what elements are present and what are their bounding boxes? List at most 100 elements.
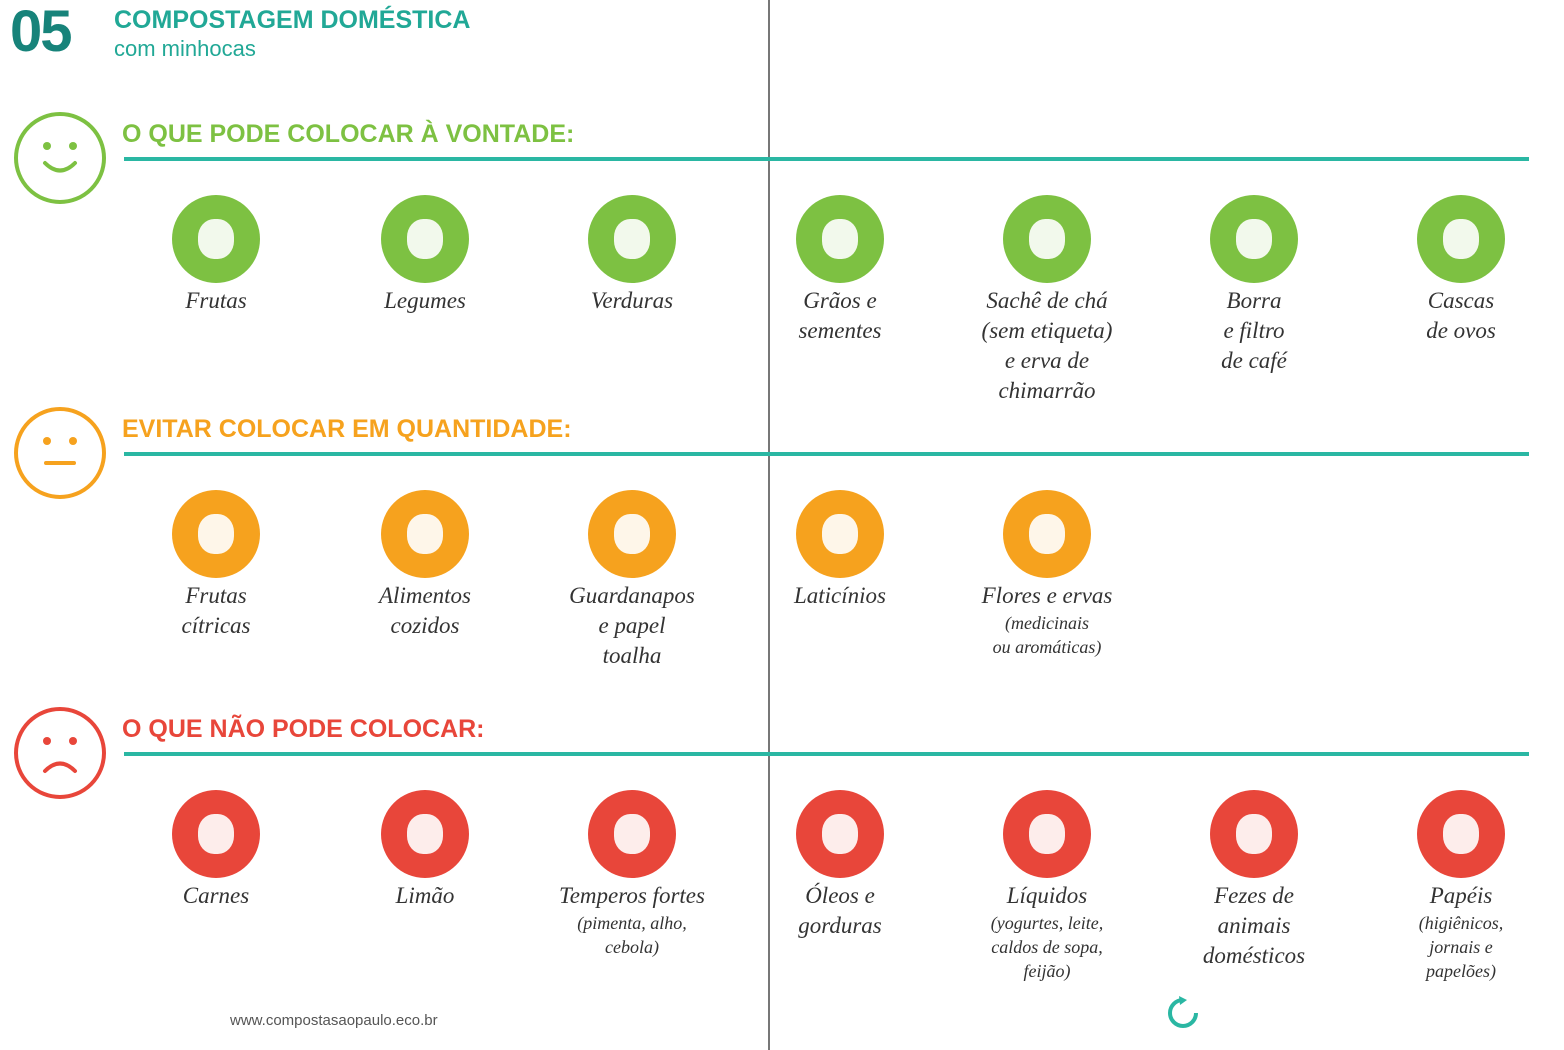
section-heading: O QUE PODE COLOCAR À VONTADE: xyxy=(122,120,575,148)
label-note: feijão) xyxy=(1023,961,1071,981)
icon-glyph xyxy=(198,514,234,554)
label-line: e filtro xyxy=(1223,318,1285,343)
icon-glyph xyxy=(1443,219,1479,259)
item-icon xyxy=(1210,195,1298,283)
label-line: Grãos e xyxy=(803,288,877,313)
item-label: Sachê de chá (sem etiqueta) e erva de chima… xyxy=(937,286,1157,406)
item-label: Alimentos cozidos xyxy=(315,581,535,641)
item-icon xyxy=(588,790,676,878)
item-icon xyxy=(381,195,469,283)
label-line: Temperos fortes xyxy=(559,883,705,908)
label-line: Borra xyxy=(1226,288,1282,313)
item-icon xyxy=(796,790,884,878)
label-line: toalha xyxy=(602,643,662,668)
label-line: Limão xyxy=(395,883,455,908)
label-line: Papéis xyxy=(1429,883,1493,908)
item-icon xyxy=(1210,790,1298,878)
subtitle: com minhocas xyxy=(114,36,256,61)
item-icon xyxy=(172,195,260,283)
label-line: Sachê de chá xyxy=(986,288,1108,313)
label-note: ou aromáticas) xyxy=(992,637,1102,657)
item-label: Legumes xyxy=(315,286,535,316)
label-line: gorduras xyxy=(798,913,882,938)
icon-glyph xyxy=(822,814,858,854)
item-icon xyxy=(381,790,469,878)
item-icon xyxy=(1417,195,1505,283)
label-line: Líquidos xyxy=(1006,883,1088,908)
label-note: (yogurtes, leite, xyxy=(990,913,1104,933)
item-label: Frutas xyxy=(106,286,326,316)
label-line: de ovos xyxy=(1426,318,1496,343)
item-label: Fezes de animais domésticos xyxy=(1144,881,1364,971)
section-rule xyxy=(124,752,1529,756)
item-label: Verduras xyxy=(522,286,742,316)
item-icon xyxy=(1003,790,1091,878)
section-heading: O QUE NÃO PODE COLOCAR: xyxy=(122,715,485,743)
face-icon xyxy=(14,707,106,799)
item-icon xyxy=(588,490,676,578)
label-note: (higiênicos, xyxy=(1418,913,1504,933)
label-line: Verduras xyxy=(590,288,674,313)
item-label: Líquidos (yogurtes, leite, caldos de sopa,… xyxy=(937,881,1157,983)
label-line: sementes xyxy=(798,318,882,343)
item-label: Flores e ervas (medicinais ou aromáticas) xyxy=(937,581,1157,659)
label-line: cozidos xyxy=(390,613,460,638)
label-line: Laticínios xyxy=(793,583,886,608)
icon-glyph xyxy=(1029,514,1065,554)
icon-glyph xyxy=(1443,814,1479,854)
item-label: Óleos e gorduras xyxy=(730,881,950,941)
label-note: cebola) xyxy=(605,937,659,957)
item-icon xyxy=(1003,490,1091,578)
icon-glyph xyxy=(198,814,234,854)
icon-glyph xyxy=(407,514,443,554)
label-line: Fezes de xyxy=(1214,883,1294,908)
label-line: Guardanapos xyxy=(569,583,695,608)
section-rule xyxy=(124,157,1529,161)
face-icon xyxy=(14,112,106,204)
item-label: Temperos fortes (pimenta, alho, cebola) xyxy=(522,881,742,959)
label-line: e erva de xyxy=(1004,348,1090,373)
label-note: caldos de sopa, xyxy=(991,937,1103,957)
label-note: (pimenta, alho, xyxy=(577,913,687,933)
label-line: chimarrão xyxy=(998,378,1096,403)
item-icon xyxy=(172,490,260,578)
label-note: jornais e xyxy=(1429,937,1493,957)
label-note: papelões) xyxy=(1426,961,1496,981)
item-label: Guardanapos e papel toalha xyxy=(522,581,742,671)
icon-glyph xyxy=(614,514,650,554)
face-icon xyxy=(14,407,106,499)
icon-glyph xyxy=(198,219,234,259)
item-label: Limão xyxy=(315,881,535,911)
item-label: Borra e filtro de café xyxy=(1144,286,1364,376)
label-line: Frutas xyxy=(185,288,247,313)
item-icon xyxy=(796,490,884,578)
item-icon xyxy=(796,195,884,283)
label-line: domésticos xyxy=(1202,943,1306,968)
item-label: Papéis (higiênicos, jornais e papelões) xyxy=(1351,881,1564,983)
logo-icon xyxy=(1168,996,1198,1028)
section-rule xyxy=(124,452,1529,456)
label-line: Flores e ervas xyxy=(981,583,1113,608)
icon-glyph xyxy=(1236,814,1272,854)
label-line: Óleos e xyxy=(805,883,875,908)
label-line: (sem etiqueta) xyxy=(981,318,1113,343)
label-line: Carnes xyxy=(182,883,250,908)
label-note: (medicinais xyxy=(1005,613,1089,633)
label-line: Alimentos xyxy=(379,583,471,608)
section-number: 05 xyxy=(10,0,72,64)
title: COMPOSTAGEM DOMÉSTICA xyxy=(114,6,471,34)
icon-glyph xyxy=(822,514,858,554)
item-icon xyxy=(172,790,260,878)
icon-glyph xyxy=(407,814,443,854)
footer-url: www.compostasaopaulo.eco.br xyxy=(230,1012,438,1029)
label-line: de café xyxy=(1221,348,1287,373)
label-line: Frutas xyxy=(185,583,247,608)
icon-glyph xyxy=(1029,814,1065,854)
section-heading: EVITAR COLOCAR EM QUANTIDADE: xyxy=(122,415,572,443)
label-line: Cascas xyxy=(1427,288,1495,313)
icon-glyph xyxy=(1236,219,1272,259)
item-label: Grãos e sementes xyxy=(730,286,950,346)
icon-glyph xyxy=(614,814,650,854)
label-line: e papel xyxy=(598,613,666,638)
